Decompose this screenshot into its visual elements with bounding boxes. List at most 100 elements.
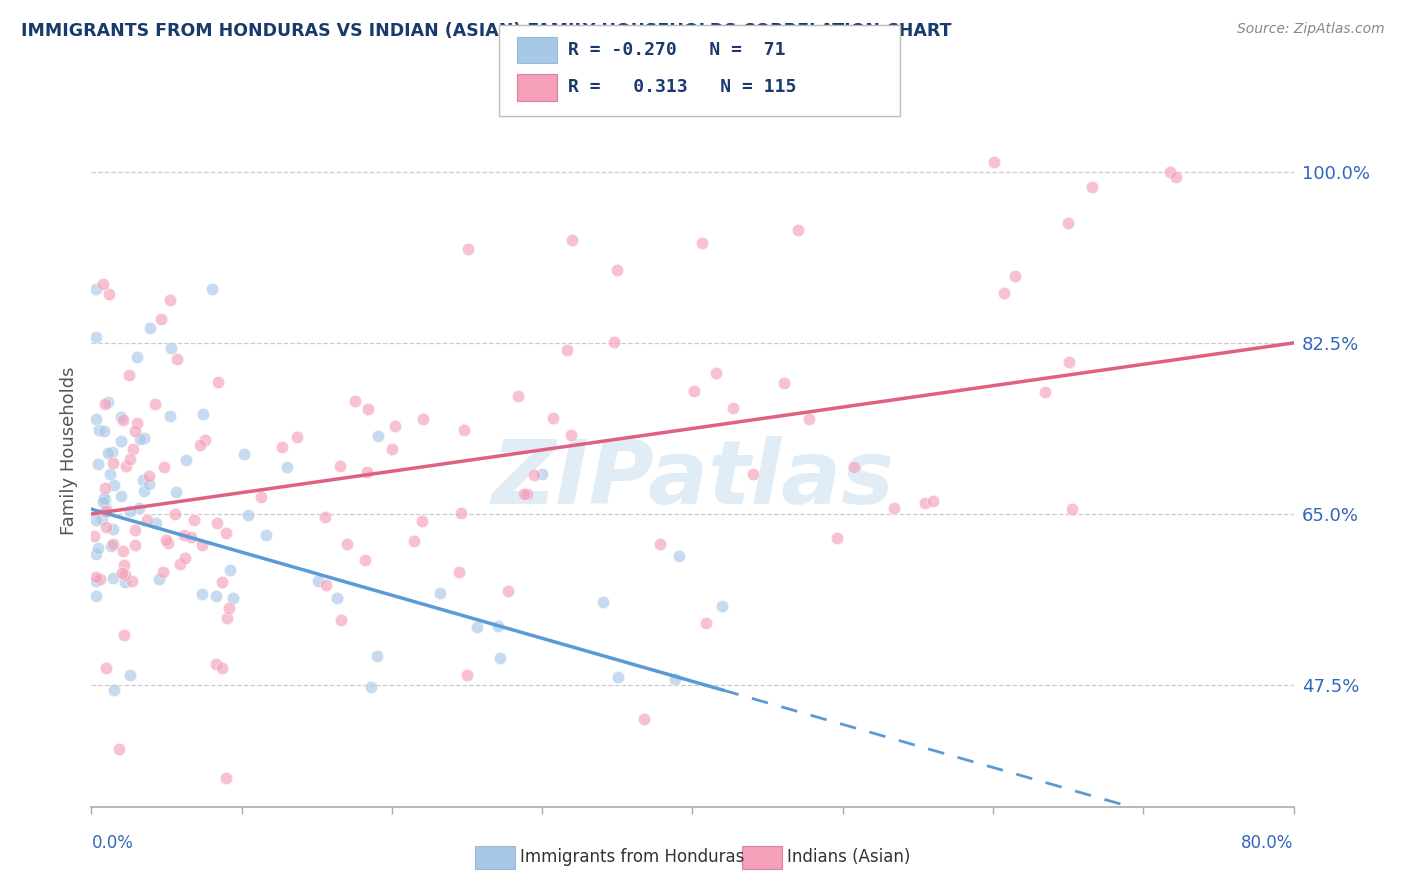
Point bbox=[157, 535, 180, 549]
Point bbox=[236, 508, 259, 522]
Point bbox=[842, 460, 865, 475]
Point bbox=[633, 712, 655, 726]
Point bbox=[94, 520, 117, 534]
Point bbox=[127, 416, 149, 430]
Point bbox=[516, 486, 538, 500]
Point bbox=[180, 530, 202, 544]
Point bbox=[100, 539, 122, 553]
Point bbox=[496, 583, 519, 598]
Point bbox=[124, 538, 146, 552]
Point bbox=[222, 591, 245, 605]
Point bbox=[344, 393, 367, 408]
Point bbox=[523, 468, 546, 483]
Point bbox=[98, 467, 121, 482]
Point bbox=[429, 585, 451, 599]
Point bbox=[450, 506, 472, 520]
Point bbox=[84, 547, 107, 561]
Point bbox=[218, 600, 240, 615]
Point bbox=[166, 352, 188, 367]
Point bbox=[721, 401, 744, 415]
Point bbox=[315, 577, 337, 591]
Point bbox=[148, 573, 170, 587]
Point bbox=[138, 469, 160, 483]
Point bbox=[356, 465, 378, 479]
Point bbox=[883, 500, 905, 515]
Point bbox=[650, 536, 672, 550]
Point bbox=[249, 490, 271, 504]
Point bbox=[84, 412, 107, 426]
Point bbox=[191, 538, 214, 552]
Point bbox=[233, 447, 256, 461]
Point bbox=[159, 293, 181, 307]
Point bbox=[96, 500, 118, 515]
Point bbox=[194, 433, 217, 447]
Point bbox=[114, 574, 136, 589]
Point bbox=[149, 312, 172, 326]
Point bbox=[983, 155, 1005, 169]
Point bbox=[825, 532, 848, 546]
Text: Indians (Asian): Indians (Asian) bbox=[787, 848, 911, 866]
Point bbox=[704, 366, 727, 380]
Point bbox=[513, 486, 536, 500]
Point bbox=[404, 533, 426, 548]
Point bbox=[314, 510, 336, 524]
Point bbox=[111, 566, 134, 580]
Point bbox=[124, 424, 146, 438]
Text: R =   0.313   N = 115: R = 0.313 N = 115 bbox=[568, 78, 796, 96]
Point bbox=[797, 412, 820, 426]
Point bbox=[93, 491, 115, 505]
Point bbox=[1057, 355, 1080, 369]
Point bbox=[215, 525, 238, 540]
Point bbox=[457, 243, 479, 257]
Point bbox=[787, 222, 810, 236]
Point bbox=[97, 395, 120, 409]
Point bbox=[93, 493, 115, 508]
Point bbox=[97, 446, 120, 460]
Point bbox=[153, 459, 176, 474]
Point bbox=[132, 431, 155, 445]
Point bbox=[112, 544, 135, 558]
Text: Source: ZipAtlas.com: Source: ZipAtlas.com bbox=[1237, 22, 1385, 37]
Point bbox=[120, 504, 142, 518]
Point bbox=[122, 442, 145, 456]
Point bbox=[155, 533, 177, 547]
Point bbox=[325, 591, 347, 606]
Point bbox=[360, 680, 382, 694]
Point bbox=[354, 553, 377, 567]
Point bbox=[124, 523, 146, 537]
Point bbox=[205, 657, 228, 671]
Point bbox=[367, 429, 389, 443]
Point bbox=[138, 477, 160, 491]
Text: ZIPatlas: ZIPatlas bbox=[491, 435, 894, 523]
Point bbox=[84, 574, 107, 589]
Point bbox=[96, 661, 118, 675]
Point bbox=[89, 572, 111, 586]
Point bbox=[93, 424, 115, 438]
Point bbox=[1060, 502, 1083, 516]
Point bbox=[271, 440, 294, 454]
Point bbox=[307, 574, 329, 589]
Point bbox=[94, 397, 117, 411]
Point bbox=[285, 430, 308, 444]
Text: IMMIGRANTS FROM HONDURAS VS INDIAN (ASIAN) FAMILY HOUSEHOLDS CORRELATION CHART: IMMIGRANTS FROM HONDURAS VS INDIAN (ASIA… bbox=[21, 22, 952, 40]
Point bbox=[84, 570, 107, 584]
Point bbox=[773, 376, 796, 390]
Point bbox=[456, 668, 478, 682]
Point bbox=[668, 549, 690, 563]
Point bbox=[449, 565, 471, 579]
Point bbox=[190, 587, 212, 601]
Point bbox=[329, 459, 352, 474]
Point bbox=[114, 567, 136, 582]
Point bbox=[112, 413, 135, 427]
Point bbox=[381, 442, 404, 456]
Point bbox=[607, 670, 630, 684]
Point bbox=[530, 467, 553, 482]
Point bbox=[127, 350, 149, 364]
Point bbox=[560, 428, 582, 442]
Point bbox=[98, 286, 121, 301]
Point bbox=[110, 410, 132, 425]
Point bbox=[276, 460, 298, 475]
Point bbox=[136, 513, 159, 527]
Point bbox=[112, 628, 135, 642]
Point bbox=[173, 527, 195, 541]
